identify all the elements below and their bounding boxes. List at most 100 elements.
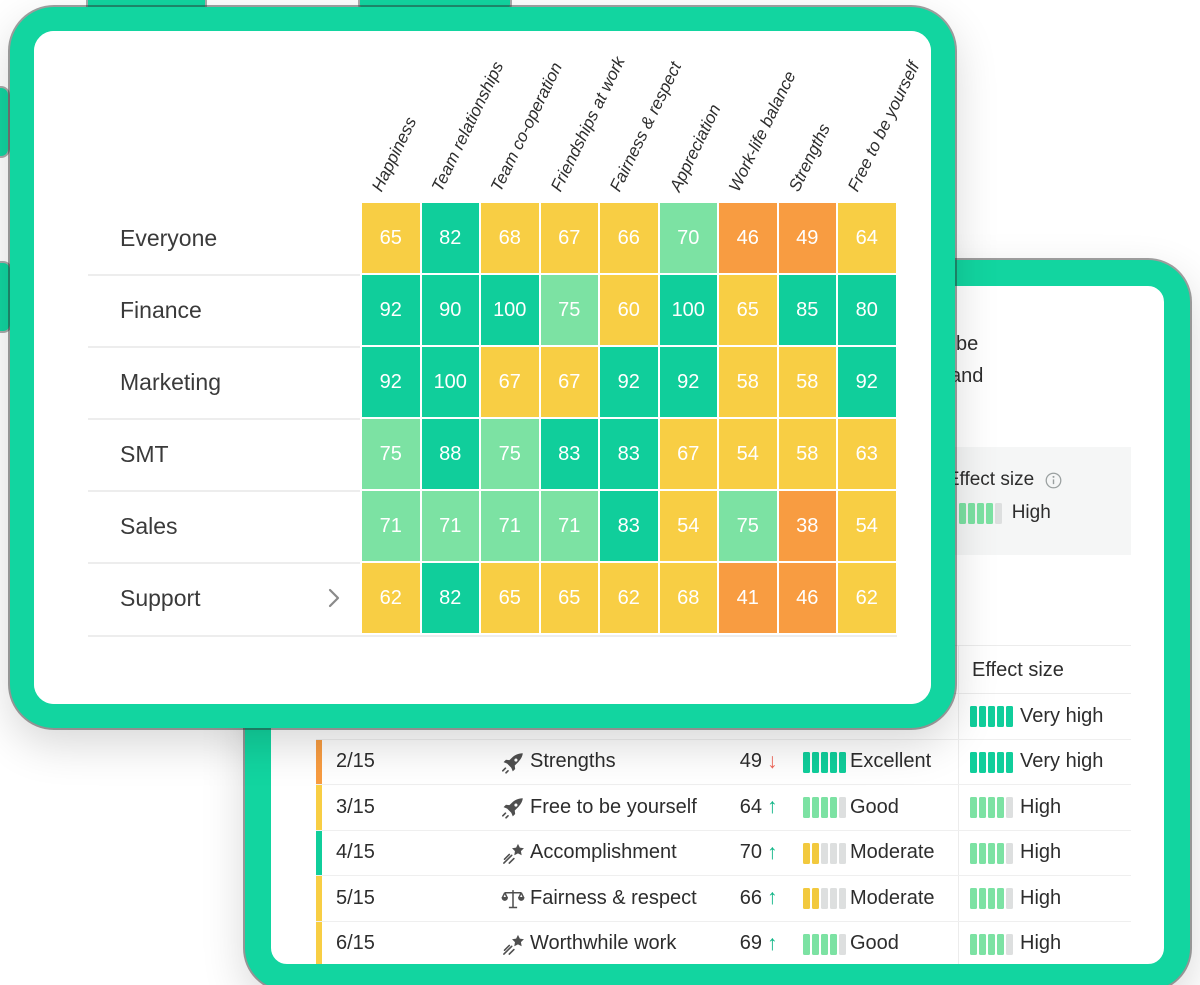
heatmap-cell[interactable]: 82 xyxy=(421,203,479,273)
heatmap-cell[interactable]: 75 xyxy=(540,275,598,345)
heatmap-cell[interactable]: 58 xyxy=(778,347,836,417)
bar-segment xyxy=(970,706,977,727)
heatmap-cell[interactable]: 46 xyxy=(719,203,777,273)
rank-position: 6/15 xyxy=(336,932,375,955)
bar-segment xyxy=(1006,797,1013,818)
heatmap-cell[interactable]: 75 xyxy=(362,419,420,489)
bar-segment xyxy=(1006,842,1013,864)
heatmap-cell[interactable]: 49 xyxy=(778,203,836,273)
heatmap-cell[interactable]: 65 xyxy=(481,563,539,633)
effect-bars xyxy=(970,933,1013,955)
bar-segment xyxy=(839,751,846,773)
ranking-table-row[interactable]: 4/15 Accomplishment 70 ↑ Moderate High xyxy=(316,830,1131,876)
effect-bars xyxy=(970,888,1013,909)
ranking-table-row[interactable]: 6/15 Worthwhile work 69 ↑ Good High xyxy=(316,921,1131,964)
effect-size-card-title: Effect size xyxy=(946,469,1035,490)
bar-segment xyxy=(803,751,810,773)
heatmap-cell[interactable]: 60 xyxy=(600,275,658,345)
heatmap-cell[interactable]: 88 xyxy=(421,419,479,489)
heatmap-cell[interactable]: 67 xyxy=(540,203,598,273)
heatmap-cell[interactable]: 71 xyxy=(362,491,420,561)
heatmap-cell[interactable]: 92 xyxy=(838,347,896,417)
heatmap-cell[interactable]: 66 xyxy=(600,203,658,273)
heatmap-cell[interactable]: 75 xyxy=(481,419,539,489)
heatmap-cell[interactable]: 65 xyxy=(719,275,777,345)
heatmap-cell[interactable]: 62 xyxy=(600,563,658,633)
clipped-paragraph-line: be xyxy=(956,333,979,355)
heatmap-cell[interactable]: 58 xyxy=(778,419,836,489)
score-verdict-bars xyxy=(803,933,846,955)
heatmap-cell[interactable]: 70 xyxy=(659,203,717,273)
heatmap-row-label[interactable]: Support xyxy=(120,584,201,611)
heatmap-cell[interactable]: 75 xyxy=(719,491,777,561)
heatmap-cell[interactable]: 64 xyxy=(838,203,896,273)
heatmap-cell[interactable]: 54 xyxy=(659,491,717,561)
heatmap-cell[interactable]: 92 xyxy=(362,347,420,417)
ranking-table-row[interactable]: 3/15 Free to be yourself 64 ↑ Good High xyxy=(316,785,1131,831)
heatmap-column-header: Appreciation xyxy=(665,101,725,195)
heatmap-cell[interactable]: 65 xyxy=(362,203,420,273)
effect-size-bars xyxy=(970,888,1013,909)
heatmap-cell[interactable]: 85 xyxy=(778,275,836,345)
heatmap-panel-body: Happiness Team relationships Team co-opera… xyxy=(34,31,931,704)
heatmap-cell[interactable]: 67 xyxy=(659,419,717,489)
heatmap-cell[interactable]: 46 xyxy=(778,563,836,633)
bar-segment xyxy=(997,751,1004,773)
bar-segment xyxy=(821,933,828,955)
topic-score: 49 xyxy=(739,750,762,773)
heatmap-cell[interactable]: 54 xyxy=(719,419,777,489)
ranking-table-row[interactable]: Very high xyxy=(316,694,1131,740)
heatmap-row-label[interactable]: Marketing xyxy=(120,368,221,395)
heatmap-cell[interactable]: 80 xyxy=(838,275,896,345)
heatmap-cell[interactable]: 67 xyxy=(540,347,598,417)
heatmap-cell[interactable]: 67 xyxy=(481,347,539,417)
heatmap-cell[interactable]: 100 xyxy=(481,275,539,345)
effect-bars xyxy=(970,842,1013,864)
heatmap-cell[interactable]: 100 xyxy=(659,275,717,345)
heatmap-cell[interactable]: 62 xyxy=(362,563,420,633)
heatmap-row-label[interactable]: SMT xyxy=(120,440,169,467)
topic-icon-wrap xyxy=(500,841,526,867)
heatmap-row-label[interactable]: Everyone xyxy=(120,224,218,251)
topic-label: Strengths xyxy=(530,750,616,773)
bar-segment xyxy=(821,842,828,864)
bar-segment xyxy=(812,842,819,864)
heatmap-row-label[interactable]: Finance xyxy=(120,296,202,323)
heatmap-cell[interactable]: 58 xyxy=(719,347,777,417)
heatmap-cell[interactable]: 83 xyxy=(600,491,658,561)
heatmap-cell[interactable]: 62 xyxy=(838,563,896,633)
bar-segment xyxy=(1006,751,1013,773)
topic-icon-wrap xyxy=(500,886,526,912)
bar-segment xyxy=(979,888,986,909)
heatmap-cell[interactable]: 63 xyxy=(838,419,896,489)
row-accent-bar xyxy=(316,876,322,921)
ranking-table-row[interactable]: 2/15 Strengths 49 ↓ Excellent Very high xyxy=(316,739,1131,785)
heatmap-cell[interactable]: 82 xyxy=(421,563,479,633)
rank-position: 2/15 xyxy=(336,750,375,773)
topic-icon-wrap xyxy=(500,932,526,958)
bar-segment xyxy=(970,888,977,909)
heatmap-cell[interactable]: 54 xyxy=(838,491,896,561)
heatmap-cell[interactable]: 68 xyxy=(481,203,539,273)
heatmap-cell[interactable]: 90 xyxy=(421,275,479,345)
topic-label: Worthwhile work xyxy=(530,932,677,955)
ranking-table-row[interactable]: 5/15 Fairness & respect 66 ↑ Moderate High xyxy=(316,876,1131,922)
heatmap-cell[interactable]: 83 xyxy=(540,419,598,489)
info-icon[interactable] xyxy=(1044,471,1063,490)
heatmap-cell[interactable]: 68 xyxy=(659,563,717,633)
heatmap-cell[interactable]: 41 xyxy=(719,563,777,633)
bar-segment xyxy=(979,842,986,864)
heatmap-cell[interactable]: 65 xyxy=(540,563,598,633)
heatmap-cell[interactable]: 92 xyxy=(362,275,420,345)
heatmap-cell[interactable]: 71 xyxy=(540,491,598,561)
heatmap-cell[interactable]: 71 xyxy=(421,491,479,561)
heatmap-cell[interactable]: 38 xyxy=(778,491,836,561)
heatmap-cell[interactable]: 100 xyxy=(421,347,479,417)
heatmap-row-label[interactable]: Sales xyxy=(120,512,178,539)
heatmap-cell[interactable]: 71 xyxy=(481,491,539,561)
heatmap-row-expander[interactable] xyxy=(322,563,346,633)
heatmap-cell[interactable]: 83 xyxy=(600,419,658,489)
heatmap-cell[interactable]: 92 xyxy=(659,347,717,417)
heatmap-cell[interactable]: 92 xyxy=(600,347,658,417)
